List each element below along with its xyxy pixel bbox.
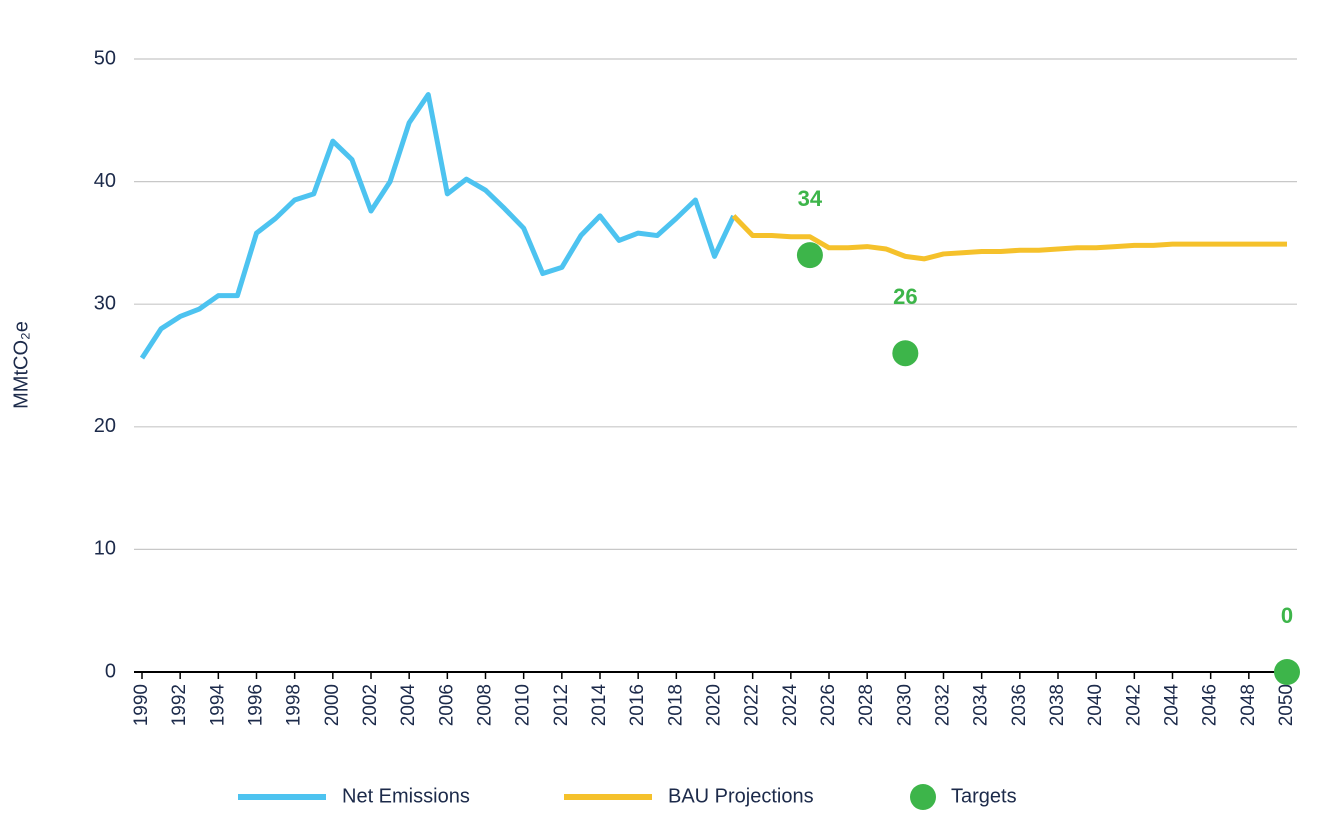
x-tick-label: 2020 [704, 684, 725, 726]
y-axis-label: MMtCO₂e [10, 321, 32, 409]
legend-swatch [910, 784, 936, 810]
x-tick-label: 1994 [207, 684, 228, 727]
x-tick-label: 2050 [1276, 684, 1297, 726]
y-tick-label: 40 [94, 170, 116, 192]
data-label: 34 [798, 186, 823, 211]
target-point [892, 340, 919, 367]
target-point [796, 242, 823, 269]
x-tick-label: 2026 [818, 684, 839, 726]
x-tick-label: 2008 [475, 684, 496, 726]
x-tick-label: 2038 [1047, 684, 1068, 726]
x-tick-label: 2010 [513, 684, 534, 726]
target-point [1274, 659, 1300, 685]
x-tick-label: 2042 [1123, 684, 1144, 726]
legend-label: BAU Projections [668, 785, 814, 807]
x-tick-label: 2034 [971, 684, 992, 727]
x-tick-label: 2004 [398, 684, 419, 727]
x-tick-label: 2028 [856, 684, 877, 726]
x-tick-label: 2032 [933, 684, 954, 726]
y-tick-label: 50 [94, 47, 116, 69]
x-tick-label: 2022 [742, 684, 763, 726]
x-tick-label: 2024 [780, 684, 801, 727]
data-label: 0 [1281, 603, 1293, 628]
x-tick-label: 2016 [627, 684, 648, 726]
x-tick-label: 2048 [1238, 684, 1259, 726]
x-tick-label: 2046 [1200, 684, 1221, 726]
data-label: 26 [893, 284, 917, 309]
x-tick-label: 2044 [1162, 684, 1183, 727]
x-tick-label: 1996 [246, 684, 267, 726]
x-tick-label: 2040 [1085, 684, 1106, 726]
y-tick-label: 0 [105, 660, 116, 682]
x-tick-label: 2002 [360, 684, 381, 726]
x-tick-label: 1992 [169, 684, 190, 726]
line-series [731, 214, 1287, 262]
x-tick-label: 1990 [131, 684, 152, 726]
x-tick-label: 1998 [284, 684, 305, 726]
x-tick-label: 2018 [665, 684, 686, 726]
y-tick-label: 20 [94, 415, 116, 437]
x-tick-label: 2006 [436, 684, 457, 726]
x-tick-label: 2000 [322, 684, 343, 726]
x-tick-label: 2030 [894, 684, 915, 726]
x-tick-label: 2012 [551, 684, 572, 726]
line-series [139, 92, 736, 360]
x-tick-label: 2036 [1009, 684, 1030, 726]
x-tick-label: 2014 [589, 684, 610, 727]
legend-label: Net Emissions [342, 785, 470, 807]
y-tick-label: 10 [94, 538, 116, 560]
legend-label: Targets [951, 785, 1017, 807]
y-tick-label: 30 [94, 292, 116, 314]
